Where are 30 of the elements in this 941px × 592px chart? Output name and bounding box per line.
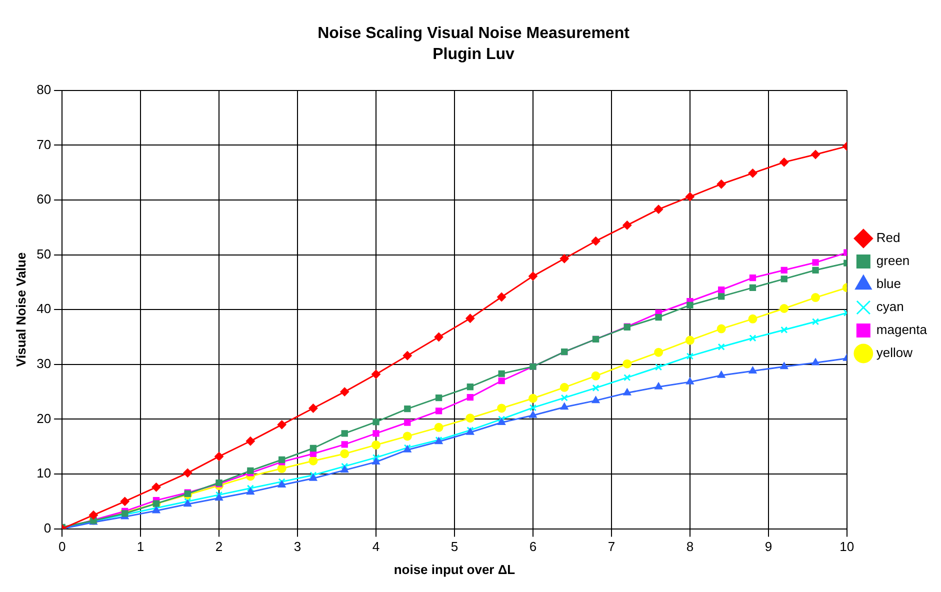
x-tick-label: 4 [372,539,380,554]
x-tick-label: 0 [58,539,66,554]
legend-label: magenta [876,322,928,338]
x-tick-label: 2 [215,539,223,554]
y-tick-label: 50 [36,246,52,262]
y-tick-label: 60 [36,192,52,207]
y-tick-label: 10 [36,466,52,481]
y-tick-label: 80 [36,82,52,97]
x-tick-label: 9 [764,539,772,554]
x-axis-title: noise input over ΔL [394,562,516,577]
y-tick-label: 30 [36,356,52,371]
y-tick-label: 70 [36,136,52,152]
y-axis-title: Visual Noise Value [13,252,28,367]
x-tick-label: 8 [686,539,694,554]
x-tick-label: 7 [608,539,616,554]
legend-label: blue [876,276,901,292]
x-tick-label: 6 [529,539,537,554]
chart-title: Noise Scaling Visual Noise Measurement [318,25,630,42]
x-tick-label: 10 [840,539,854,554]
y-tick-label: 40 [36,301,52,316]
x-tick-label: 1 [136,539,144,554]
x-tick-label: 3 [294,539,302,554]
x-tick-label: 5 [450,539,458,554]
legend-label: yellow [876,345,914,360]
chart-subtitle: Plugin Luv [432,46,514,64]
y-tick-label: 20 [36,410,52,426]
y-tick-label: 0 [44,520,52,536]
legend-label: Red [876,230,900,246]
legend-label: green [876,253,910,268]
legend-label: cyan [876,299,904,314]
